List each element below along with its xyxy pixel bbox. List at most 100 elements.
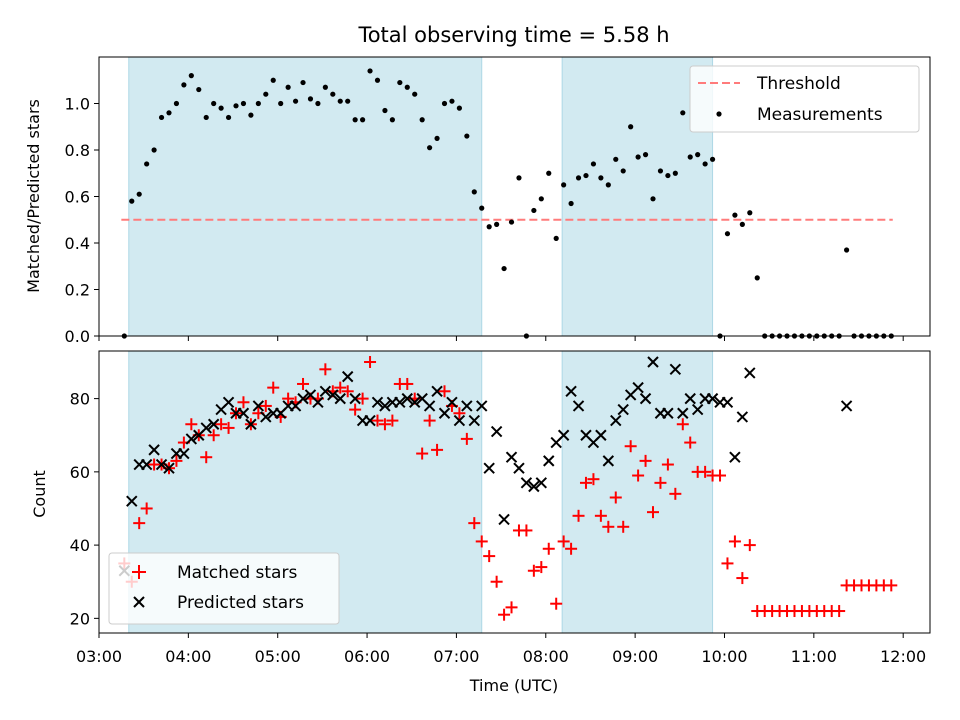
measurements-legend-label: Measurements [757, 105, 883, 125]
top-panel: 0.0 0.2 0.4 0.6 0.8 1.0 Total observing time … [24, 23, 931, 346]
predicted-star-marker [744, 367, 756, 379]
measurement-point [590, 161, 597, 167]
predicted-star-marker [446, 396, 458, 408]
measurement-point [732, 212, 738, 218]
predicted-star-marker [595, 429, 607, 441]
marker-stroke [580, 429, 592, 441]
marker-stroke [446, 396, 458, 408]
matched-star-marker [557, 535, 570, 548]
marker-stroke [729, 451, 741, 463]
marker-stroke [423, 400, 436, 412]
measurement-point [508, 219, 515, 225]
threshold-legend-label: Threshold [756, 74, 841, 94]
predicted-star-marker [394, 396, 406, 408]
predicted-star-marker [341, 370, 354, 383]
matched-star-marker [498, 608, 511, 621]
predicted-star-marker [423, 400, 436, 412]
predicted-star-marker [647, 356, 659, 368]
measurement-point [538, 196, 544, 202]
predicted-legend-label: Predicted stars [177, 593, 304, 613]
marker-stroke [610, 414, 622, 427]
measurement-point [300, 79, 306, 86]
bottom-x-ticks: 03:00 04:00 05:00 06:00 07:00 08:00 09:00 10:00… [76, 633, 926, 666]
predicted-star-marker [185, 433, 198, 445]
predicted-star-marker [572, 400, 585, 412]
marker-stroke [602, 455, 615, 467]
predicted-star-marker [490, 425, 503, 438]
measurement-point [546, 170, 552, 176]
matched-star-marker [609, 491, 622, 504]
predicted-star-marker [684, 392, 696, 405]
predicted-star-marker [498, 513, 510, 526]
marker-stroke [438, 407, 451, 419]
matched-star-marker [833, 605, 846, 618]
marker-stroke [312, 396, 324, 408]
marker-stroke [684, 392, 696, 405]
top-x-ticks [98, 336, 904, 341]
measurement-point [471, 189, 477, 195]
predicted-star-marker [431, 385, 443, 397]
matched-star-marker [170, 454, 183, 467]
marker-stroke [528, 480, 540, 493]
marker-stroke [744, 367, 756, 379]
matched-star-marker [699, 465, 712, 478]
top-legend-box [689, 65, 920, 133]
x-tick-label: 10:00 [701, 647, 747, 666]
x-axis-label: Time (UTC) [469, 676, 558, 695]
matched-star-marker [259, 399, 272, 412]
matched-star-marker [736, 572, 749, 585]
matched-star-marker [885, 579, 898, 592]
marker-stroke [126, 495, 138, 507]
matched-star-marker [200, 451, 213, 464]
measurement-point [389, 117, 395, 123]
matched-star-marker [364, 355, 377, 368]
predicted-star-marker [632, 381, 644, 394]
bottom-y-axis-label: Count [30, 470, 49, 518]
measurement-point [464, 133, 470, 139]
measurement-point [144, 161, 150, 167]
measurement-point [642, 152, 649, 158]
marker-stroke [736, 411, 749, 423]
matched-star-marker [647, 506, 659, 519]
marker-stroke [416, 392, 428, 405]
matched-star-marker [565, 542, 578, 555]
predicted-star-marker [639, 392, 652, 405]
marker-stroke [490, 425, 503, 438]
matched-star-marker [140, 502, 153, 515]
predicted-star-marker [260, 411, 272, 423]
predicted-star-marker [543, 455, 555, 467]
predicted-star-marker [334, 392, 346, 405]
predicted-star-marker [617, 403, 629, 416]
marker-stroke [200, 422, 212, 434]
measurement-point [747, 210, 753, 216]
matched-star-marker [743, 539, 756, 552]
marker-stroke [565, 385, 577, 397]
matched-star-marker [594, 509, 607, 522]
predicted-star-marker [505, 451, 518, 463]
measurement-point [270, 77, 276, 83]
predicted-star-marker [468, 414, 480, 427]
marker-stroke [222, 396, 235, 408]
predicted-star-marker [520, 477, 533, 489]
top-y-axis-label: Matched/Predicted stars [24, 99, 43, 293]
measurement-point [263, 91, 269, 97]
measurement-point [531, 207, 537, 214]
predicted-star-marker [461, 400, 473, 412]
marker-stroke [207, 418, 220, 430]
predicted-star-marker [252, 400, 265, 412]
marker-stroke [245, 418, 257, 430]
bottom-legend-box [108, 552, 340, 625]
matched-star-marker [416, 447, 429, 460]
measurement-point [136, 191, 142, 197]
marker-stroke [572, 400, 585, 412]
observing-interval-band [561, 56, 714, 337]
measurement-point [196, 86, 202, 93]
measurement-point [605, 182, 611, 188]
predicted-star-marker [610, 414, 622, 427]
measurement-point [635, 154, 641, 160]
measurement-point [129, 198, 135, 204]
marker-stroke [543, 455, 555, 467]
marker-stroke [148, 444, 160, 456]
predicted-star-marker [677, 407, 689, 419]
